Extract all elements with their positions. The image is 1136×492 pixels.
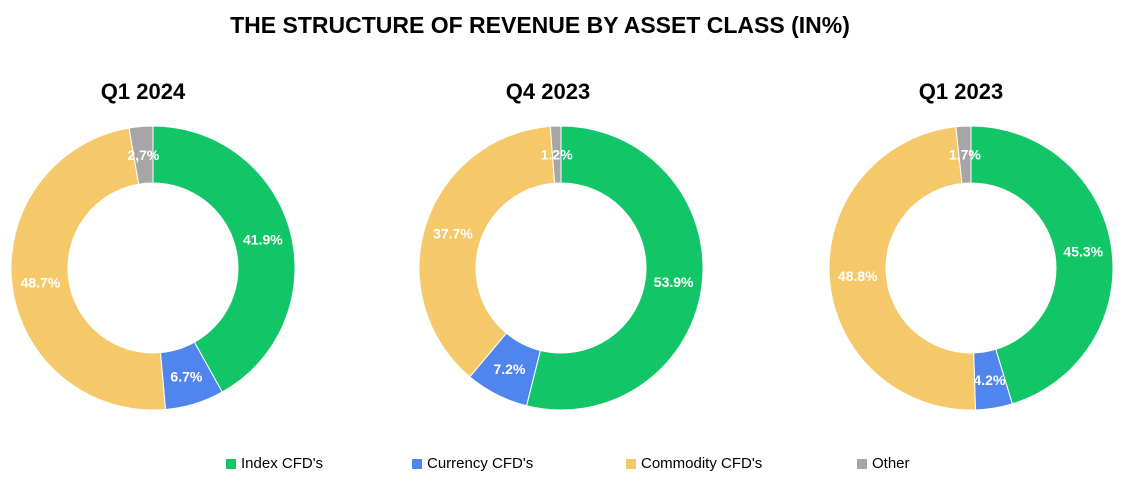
legend-item-other: Other <box>857 455 910 472</box>
slice-label: 53.9% <box>654 274 694 290</box>
donut-slice <box>549 125 562 184</box>
slice-label: 48.7% <box>21 275 61 291</box>
slice-label: 1.2% <box>541 147 573 163</box>
slice-label: 48.8% <box>838 268 878 284</box>
legend-swatch-other <box>857 458 867 469</box>
donut-slice <box>970 125 1114 405</box>
slice-label: 37.7% <box>433 225 473 241</box>
chart-title: Q1 2024 <box>101 79 186 104</box>
donut-slice <box>955 125 972 185</box>
legend-label-index: Index CFD's <box>241 455 324 472</box>
donut-slice <box>828 126 976 411</box>
slice-label: 2,7% <box>127 147 159 163</box>
slice-label: 45.3% <box>1063 243 1103 259</box>
legend-label-other: Other <box>872 455 910 472</box>
slice-label: 6.7% <box>170 368 202 384</box>
donut-slice <box>525 125 704 411</box>
donut-chart-1: Q4 2023 53.9% 7.2% 37.7% 1.2% <box>418 79 704 411</box>
legend-swatch-currency <box>412 458 422 469</box>
legend: Index CFD's Currency CFD's Commodity CFD… <box>0 455 1136 477</box>
legend-label-currency: Currency CFD's <box>427 455 534 472</box>
chart-title: Q1 2023 <box>919 79 1003 104</box>
chart-title: Q4 2023 <box>506 79 590 104</box>
donut-slice <box>418 125 556 378</box>
donut-slice <box>128 125 154 185</box>
donut-chart-0: Q1 2024 41.9% 6.7% 48.7% 2,7% <box>10 79 296 411</box>
donut-chart-2: Q1 2023 45.3% 4.2% 48.8% 1,7% <box>828 79 1114 411</box>
legend-item-index: Index CFD's <box>226 455 323 472</box>
page-title: THE STRUCTURE OF REVENUE BY ASSET CLASS … <box>230 12 850 38</box>
slice-label: 41.9% <box>243 231 283 247</box>
legend-swatch-index <box>226 458 236 469</box>
donut-slice <box>152 125 296 393</box>
donut-slice <box>10 127 167 411</box>
legend-swatch-commodity <box>626 458 636 469</box>
slice-label: 4.2% <box>973 372 1005 388</box>
legend-item-commodity: Commodity CFD's <box>626 455 762 472</box>
donut-charts: Q1 2024 41.9% 6.7% 48.7% 2,7% Q4 2023 53.9% 7.2… <box>10 79 1114 411</box>
legend-label-commodity: Commodity CFD's <box>641 455 763 472</box>
slice-label: 7.2% <box>494 361 526 377</box>
legend-item-currency: Currency CFD's <box>412 455 533 472</box>
slice-label: 1,7% <box>949 147 981 163</box>
